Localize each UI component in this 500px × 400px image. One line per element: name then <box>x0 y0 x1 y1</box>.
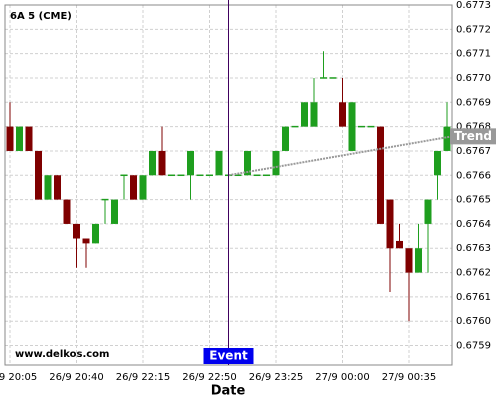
candle-body <box>25 126 33 151</box>
candle-body <box>272 150 280 176</box>
x-axis-label: Date <box>211 384 246 399</box>
y-tick-label: 0.6759 <box>456 341 491 352</box>
candle-body <box>367 125 375 128</box>
x-tick-label: 26/9 22:50 <box>182 372 236 383</box>
y-tick-label: 0.6773 <box>456 0 491 11</box>
chart-title: 6A 5 (CME) <box>10 11 72 22</box>
candle-body <box>73 223 80 239</box>
candle-body <box>339 102 346 127</box>
candle-body <box>348 102 356 151</box>
candle-body <box>443 126 451 151</box>
trend-label: Trend <box>454 129 492 143</box>
y-tick-label: 0.6764 <box>456 219 491 230</box>
y-tick-label: 0.6772 <box>456 24 491 35</box>
candle-body <box>16 126 23 151</box>
y-tick-label: 0.6770 <box>456 73 491 84</box>
y-tick-label: 0.6761 <box>456 292 491 303</box>
y-tick-label: 0.6769 <box>456 97 491 108</box>
candle-body <box>329 77 337 79</box>
candle-body <box>206 174 213 177</box>
candle-body <box>263 174 270 177</box>
y-tick-label: 0.6768 <box>456 122 491 133</box>
candle-body <box>434 150 441 176</box>
watermark: www.delkos.com <box>15 349 109 360</box>
candle-body <box>320 77 327 79</box>
candle-body <box>6 126 14 151</box>
candle-body <box>158 150 166 176</box>
candle-body <box>386 199 394 249</box>
trend-line <box>228 135 453 177</box>
candle-body <box>177 174 185 177</box>
trend-label-box <box>450 128 496 145</box>
candle-body <box>82 238 90 244</box>
candle-body <box>35 150 42 200</box>
candle-body <box>301 102 308 127</box>
x-tick-label: 27/9 00:00 <box>315 372 369 383</box>
y-tick-label: 0.6763 <box>456 243 491 254</box>
candle-body <box>92 223 99 244</box>
y-tick-label: 0.6766 <box>456 170 491 181</box>
candle-body <box>101 198 109 201</box>
candle-body <box>130 175 137 200</box>
candle-body <box>44 175 52 200</box>
y-tick-label: 0.6760 <box>456 316 491 327</box>
candle-body <box>149 150 156 176</box>
marks <box>6 51 451 322</box>
candle-body <box>310 102 318 127</box>
candle-body <box>196 174 204 177</box>
event-label-box <box>203 348 254 364</box>
candle-body <box>377 126 384 224</box>
candle-body <box>396 240 403 249</box>
x-tick-label: 26/9 22:15 <box>116 372 170 383</box>
y-tick-label: 0.6762 <box>456 268 491 279</box>
candle-body <box>244 150 251 176</box>
candle-body <box>291 125 299 128</box>
candle-body <box>424 199 432 224</box>
y-tick-label: 0.6767 <box>456 146 491 157</box>
candle-body <box>120 174 128 177</box>
candle-body <box>139 175 147 200</box>
x-tick-label: 27/9 00:35 <box>382 372 436 383</box>
candle-body <box>187 150 194 176</box>
x-tick-label: 26/9 20:40 <box>49 372 103 383</box>
y-tick-label: 0.6765 <box>456 195 491 206</box>
candle-body <box>168 174 175 177</box>
y-tick-label: 0.6771 <box>456 49 491 60</box>
x-tick-label: 26/9 23:25 <box>249 372 303 383</box>
candle-body <box>111 199 118 224</box>
candle-body <box>405 248 413 273</box>
candle-body <box>415 248 422 273</box>
candle-body <box>54 175 61 200</box>
candle-body <box>63 199 71 224</box>
x-tick-label: 26/9 20:05 <box>0 372 37 383</box>
candle-body <box>253 174 261 177</box>
event-label: Event <box>209 349 248 363</box>
candle-body <box>282 126 289 151</box>
candle-body <box>215 150 223 176</box>
candle-body <box>234 174 242 177</box>
candle-body <box>358 125 365 128</box>
